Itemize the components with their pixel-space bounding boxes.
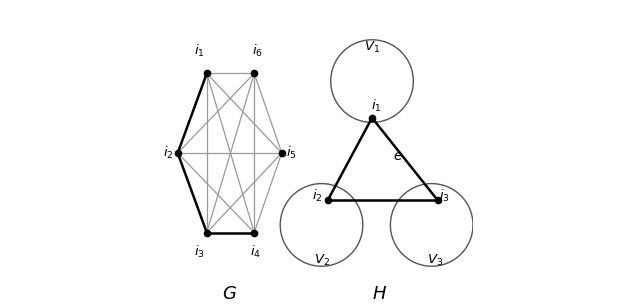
- Text: $i_3$: $i_3$: [438, 188, 449, 204]
- Text: $i_2$: $i_2$: [312, 188, 322, 204]
- Text: $i_3$: $i_3$: [194, 244, 205, 260]
- Text: $i_6$: $i_6$: [252, 43, 263, 58]
- Text: $i_1$: $i_1$: [194, 43, 204, 58]
- Text: $i_1$: $i_1$: [371, 98, 382, 114]
- Text: $i_4$: $i_4$: [250, 244, 261, 260]
- Text: $V_1$: $V_1$: [364, 40, 380, 55]
- Text: $V_2$: $V_2$: [314, 252, 330, 268]
- Text: $H$: $H$: [372, 285, 387, 303]
- Text: $i_5$: $i_5$: [285, 145, 296, 161]
- Text: $V_3$: $V_3$: [427, 252, 443, 268]
- Text: $G$: $G$: [222, 285, 237, 303]
- Text: $e$: $e$: [393, 149, 403, 163]
- Text: $i_2$: $i_2$: [163, 145, 174, 161]
